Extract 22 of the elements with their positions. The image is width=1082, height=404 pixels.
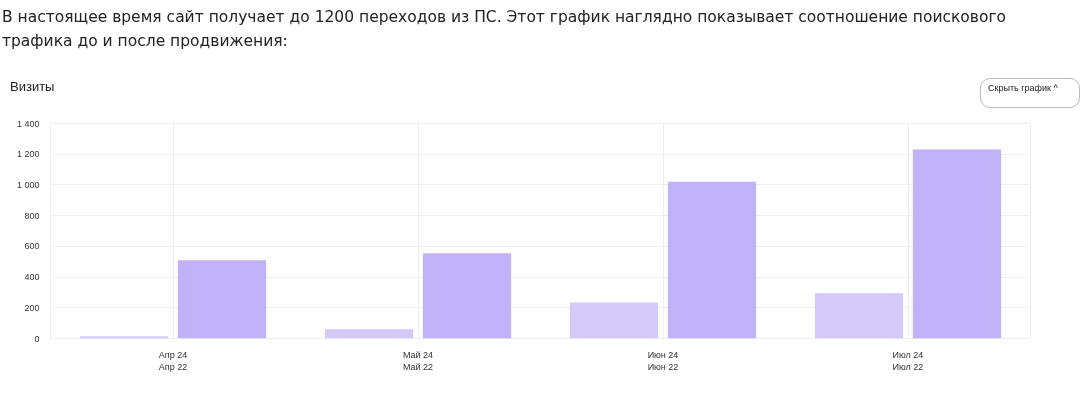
y-tick-label: 200: [24, 302, 40, 313]
bar: [177, 260, 267, 339]
bar: [422, 253, 512, 339]
x-tick-label: Апр 24 Апр 22: [158, 349, 188, 372]
x-tick-label: Май 24 Май 22: [402, 349, 434, 372]
x-tick-label: Июл 24 Июл 22: [892, 349, 924, 372]
y-tick-label: 400: [24, 272, 40, 283]
bar: [912, 149, 1002, 339]
y-tick-label: 600: [24, 241, 40, 252]
y-tick-label: 800: [24, 210, 40, 221]
y-tick-label: 1 000: [16, 179, 40, 190]
y-tick-label: 1 400: [16, 118, 40, 129]
text: Скрыть график ^: [988, 82, 1058, 95]
text: В настоящее время сайт получает до 1200 переходов из ПС. Этот график наглядно показывает соотношение поискового трафика до и после продвижения:: [2, 7, 1008, 52]
bar: [324, 329, 414, 339]
y-tick-label: 1 200: [16, 149, 40, 160]
bar: [569, 302, 659, 339]
chart-title: Визиты: [10, 78, 55, 96]
x-tick-label: Июн 24 Июн 22: [647, 349, 679, 372]
bar: [814, 293, 904, 339]
y-tick-label: 0: [34, 333, 40, 344]
bar: [667, 181, 757, 339]
